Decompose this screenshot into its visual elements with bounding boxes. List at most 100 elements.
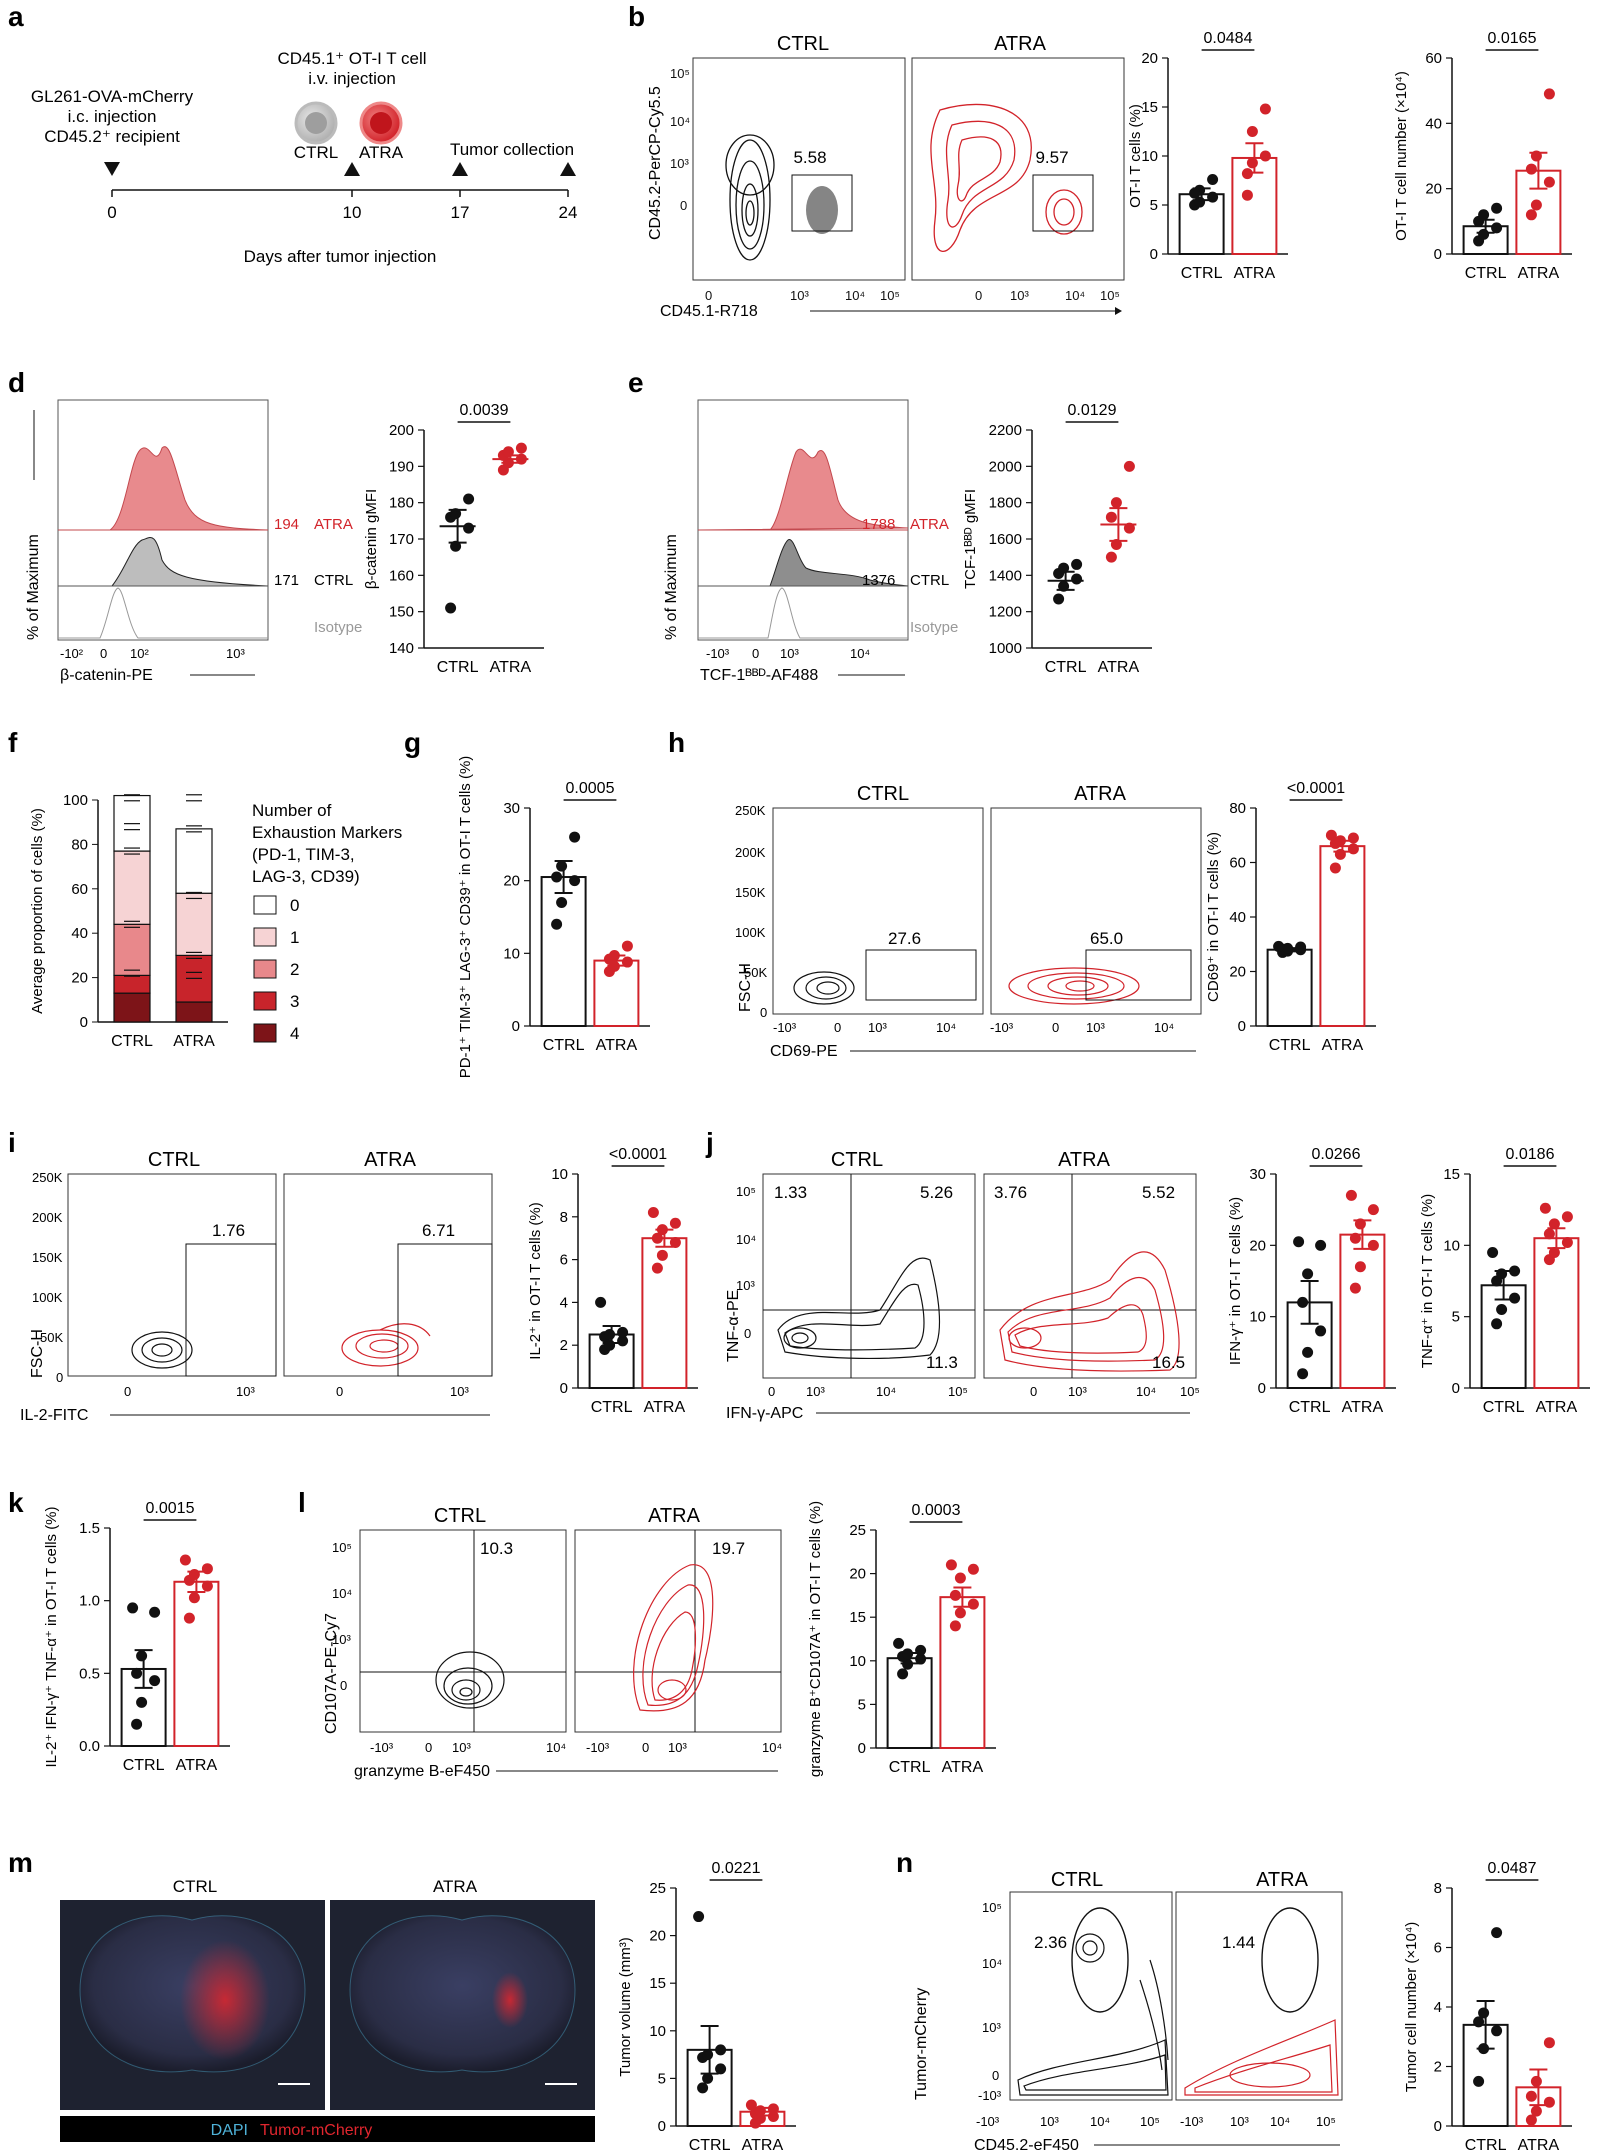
svg-text:0: 0 (752, 646, 759, 661)
bar (939, 1596, 986, 1750)
ctrl-plot-frame (1009, 1891, 1173, 2101)
flow-axis-ticks: 10⁵ 10⁴ 10³ 0 -10³ -10³ 10³ 10⁴ 10⁵ -10³ 10³ 10⁴ 1… (976, 1900, 1336, 2129)
data-point (1110, 497, 1122, 509)
y-tick-label: 0 (560, 1380, 568, 1397)
data-point (954, 1572, 966, 1584)
y-tick-label: 15 (849, 1609, 866, 1626)
y-axis-label: CD69⁺ in OT-I T cells (%) (1205, 832, 1222, 1002)
y-tick-label: 0 (1238, 1018, 1246, 1035)
svg-text:50K: 50K (744, 965, 767, 980)
y-tick-label: 2000 (989, 458, 1022, 475)
svg-text:0: 0 (425, 1740, 432, 1755)
panel-letter: n (896, 1847, 913, 1878)
stack-segment (113, 923, 151, 976)
atra-plot-frame (990, 807, 1202, 1015)
chart-k: 0.0 0.5 1.0 1.5 IL-2⁺ IFN-γ⁺ TNF-α⁺ in OT-I … (43, 1500, 230, 1774)
y-tick-label: 8 (1434, 1880, 1442, 1897)
panel-b-flow: b CTRL ATRA 5.58 9.57 10⁵ 10⁴ 10³ 0 0 10³ 10⁴… (628, 1, 1125, 320)
svg-text:200K: 200K (32, 1210, 63, 1225)
cell-injection-route: i.c. injection (68, 107, 157, 126)
data-point (702, 2072, 714, 2084)
y-tick-label: 0 (1452, 1380, 1460, 1397)
svg-text:10³: 10³ (670, 156, 689, 171)
svg-text:10⁵: 10⁵ (880, 288, 900, 303)
x-tick-label: CTRL (591, 1399, 633, 1416)
svg-text:10³: 10³ (780, 646, 799, 661)
data-point (1241, 168, 1253, 180)
y-tick-label: 30 (1249, 1166, 1266, 1183)
y-tick-label: 6 (1434, 1940, 1442, 1957)
flow-ylabel: FSC-H (29, 1329, 46, 1378)
atra-mfi: 194 (274, 516, 299, 533)
p-value: 0.0005 (566, 780, 615, 797)
data-point (131, 1718, 143, 1730)
ctrl-density-contours (793, 971, 855, 1005)
svg-text:10⁵: 10⁵ (1140, 2114, 1160, 2129)
svg-text:10³: 10³ (1068, 1384, 1087, 1399)
y-tick-label: 20 (1141, 50, 1158, 67)
data-point (1329, 862, 1341, 874)
p-value: 0.0129 (1068, 402, 1117, 419)
flow-axis-ticks: 10⁵ 10⁴ 10³ 0 0 10³ 10⁴ 10⁵ 0 10³ 10⁴ 10⁵ (736, 1184, 1200, 1399)
data-point (949, 1620, 961, 1632)
atra-plot-frame (911, 57, 1125, 281)
atra-density-contours (999, 1251, 1180, 1372)
data-point (604, 1329, 616, 1340)
ctrl-label: CTRL (294, 143, 338, 162)
atra-density-contours (930, 103, 1083, 252)
data-point (1334, 848, 1346, 860)
y-tick-label: 1400 (989, 567, 1022, 584)
stack-segment (113, 850, 151, 925)
data-point (127, 1602, 139, 1614)
atra-histogram (697, 448, 909, 531)
flow-ylabel: FSC-H (737, 963, 754, 1012)
y-tick-label: 4 (560, 1294, 568, 1311)
data-point (1297, 1296, 1309, 1308)
data-point (1189, 187, 1201, 199)
data-point (1478, 2043, 1490, 2055)
injection-marker-icon (104, 162, 120, 176)
y-tick-label: 1.0 (79, 1593, 100, 1610)
y-tick-label: 40 (71, 925, 88, 942)
data-point (647, 1207, 659, 1219)
data-point (131, 1667, 143, 1679)
svg-text:10⁴: 10⁴ (936, 1020, 956, 1035)
data-point (617, 1335, 629, 1347)
x-tick-label: ATRA (1098, 659, 1140, 676)
atra-brain-section (349, 1915, 576, 2073)
data-point (463, 493, 475, 505)
flow-xlabel: granzyme B-eF450 (354, 1763, 490, 1780)
ctrl-cell-nucleus-icon (305, 112, 327, 134)
isotype-histogram (58, 587, 268, 639)
data-point (1302, 1268, 1314, 1280)
ctrl-plot-frame (762, 1173, 976, 1379)
data-point (515, 453, 527, 465)
x-tick-label: CTRL (1269, 1037, 1311, 1054)
y-tick-label: 10 (1141, 148, 1158, 165)
panel-a: a GL261-OVA-mCherry i.c. injection CD45.… (8, 1, 577, 266)
svg-text:-10³: -10³ (990, 1020, 1014, 1035)
data-point (502, 446, 514, 458)
data-point (754, 2105, 766, 2117)
svg-text:10⁴: 10⁴ (845, 288, 865, 303)
x-tick-label: ATRA (644, 1399, 686, 1416)
legend-title: (PD-1, TIM-3, (252, 845, 355, 864)
data-point (1473, 2075, 1485, 2087)
svg-text:10³: 10³ (450, 1384, 469, 1399)
svg-text:0: 0 (642, 1740, 649, 1755)
svg-text:0: 0 (975, 288, 982, 303)
day-label: 10 (343, 203, 362, 222)
svg-text:10³: 10³ (1010, 288, 1029, 303)
atra-gate-value: 1.44 (1222, 1933, 1255, 1952)
panel-letter: g (404, 727, 421, 758)
data-point (1241, 189, 1253, 201)
panel-letter: f (8, 727, 18, 758)
data-point (551, 918, 563, 930)
x-tick-label: CTRL (1289, 1399, 1331, 1416)
y-tick-label: 10 (649, 2023, 666, 2040)
svg-text:10⁵: 10⁵ (736, 1184, 756, 1199)
data-point (1525, 2114, 1537, 2126)
panel-letter: h (668, 727, 685, 758)
svg-text:-10³: -10³ (773, 1020, 797, 1035)
